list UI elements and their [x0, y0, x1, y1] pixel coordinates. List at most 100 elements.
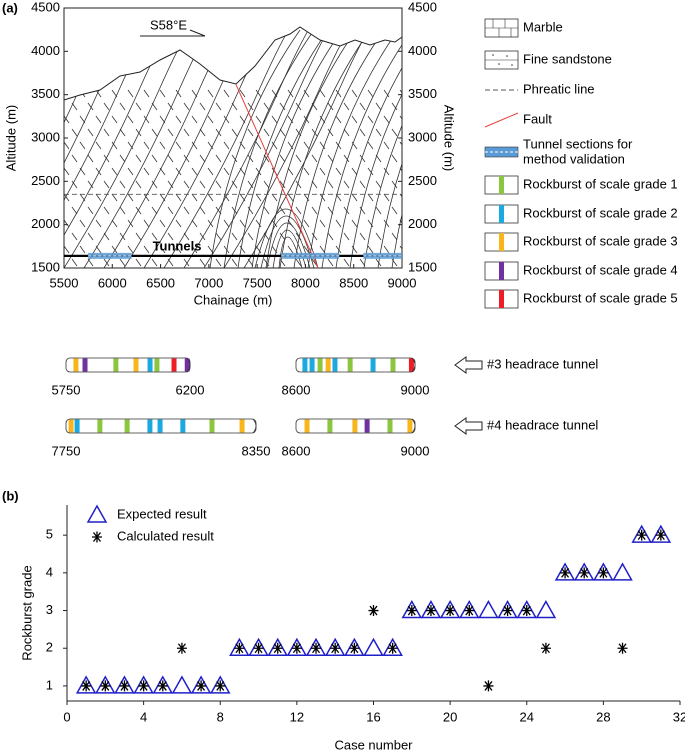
x-tick-label: 28: [596, 709, 610, 724]
joint-line: [367, 89, 374, 98]
joint-line: [79, 115, 86, 124]
expected-marker: [324, 637, 346, 656]
joint-line: [287, 115, 294, 124]
expected-marker: [420, 600, 442, 619]
strip-cap: [252, 418, 257, 434]
expected-marker: [152, 675, 174, 694]
joint-line: [223, 167, 230, 176]
joint-line: [303, 89, 310, 98]
expected-marker: [631, 524, 652, 543]
joint-line: [383, 115, 390, 124]
joint-line: [391, 258, 398, 267]
joint-line: [135, 180, 142, 189]
joint-line: [343, 128, 350, 137]
joint-line: [303, 115, 310, 124]
joint-line: [247, 206, 254, 215]
joint-line: [71, 128, 78, 137]
calculated-marker: [406, 605, 417, 617]
joint-line: [111, 89, 118, 98]
tunnel-arrow: [454, 417, 483, 435]
fold-core: [266, 222, 311, 268]
joint-line: [95, 167, 102, 176]
joint-line: [239, 167, 246, 176]
joint-line: [408, 207, 413, 214]
calculated-marker: [138, 680, 149, 692]
strip-start-label: 5750: [52, 382, 81, 397]
y-tick-label: 2000: [31, 216, 60, 231]
joint-line: [359, 232, 366, 241]
joint-line: [271, 115, 278, 124]
joint-line: [111, 141, 118, 150]
joint-line: [191, 115, 198, 124]
joint-line: [367, 115, 374, 124]
joint-line: [167, 154, 174, 163]
y-tick-label: 5: [46, 527, 53, 542]
rockburst-band: [239, 419, 245, 433]
joint-line: [183, 206, 190, 215]
joint-line: [255, 167, 262, 176]
fold-line: [237, 29, 329, 268]
joint-line: [183, 232, 190, 241]
joint-line: [79, 193, 86, 202]
joint-line: [135, 206, 142, 215]
calculated-marker: [291, 642, 302, 654]
calculated-marker: [560, 567, 571, 579]
joint-line: [239, 245, 246, 254]
calculated-marker: [617, 642, 628, 654]
joint-line: [111, 115, 118, 124]
joint-line: [143, 245, 150, 254]
joint-line: [207, 89, 214, 98]
direction-arrowhead: [189, 29, 206, 37]
joint-line: [71, 206, 78, 215]
x-tick-label: 32: [673, 709, 685, 724]
joint-line: [143, 89, 150, 98]
joint-line: [375, 258, 382, 267]
joint-line: [303, 219, 310, 228]
joint-line: [135, 258, 142, 267]
calculated-marker: [540, 642, 551, 654]
fold-line: [363, 29, 402, 268]
joint-line: [223, 193, 230, 202]
joint-line: [127, 245, 134, 254]
joint-line: [175, 167, 182, 176]
rockburst-band: [209, 419, 215, 433]
legend-symbol-detail: [498, 63, 500, 65]
joint-line: [263, 258, 270, 267]
joint-line: [319, 245, 326, 254]
direction-label: S58°E: [150, 17, 187, 32]
expected-marker: [363, 637, 384, 656]
joint-line: [103, 128, 110, 137]
y2-tick-label: 3500: [408, 86, 437, 101]
joint-line: [239, 219, 246, 228]
calculated-marker: [311, 642, 322, 654]
expected-marker: [554, 562, 576, 581]
joint-line: [223, 89, 230, 98]
joint-line: [239, 89, 246, 98]
rockburst-band: [390, 358, 396, 372]
joint-line: [183, 258, 190, 267]
rockburst-band: [154, 358, 160, 372]
expected-marker: [382, 637, 403, 656]
bedding-line: [64, 27, 215, 268]
bedding-line: [103, 27, 255, 268]
plot-frame: [63, 7, 403, 269]
y-axis-label: Altitude (m): [3, 105, 18, 171]
joint-line: [287, 89, 294, 98]
joint-line: [215, 154, 222, 163]
joint-line: [231, 232, 238, 241]
joint-line: [255, 141, 262, 150]
x-tick-label: 8: [217, 709, 224, 724]
joint-line: [95, 193, 102, 202]
joint-line: [279, 102, 286, 111]
calculated-marker: [100, 680, 111, 692]
joint-line: [255, 115, 262, 124]
joint-line: [215, 102, 222, 111]
joint-line: [135, 128, 142, 137]
rockburst-band: [332, 358, 338, 372]
joint-line: [151, 232, 158, 241]
joint-line: [335, 245, 342, 254]
joint-line: [383, 89, 390, 98]
calculated-marker: [157, 680, 168, 692]
joint-line: [199, 232, 206, 241]
joint-line: [231, 102, 238, 111]
